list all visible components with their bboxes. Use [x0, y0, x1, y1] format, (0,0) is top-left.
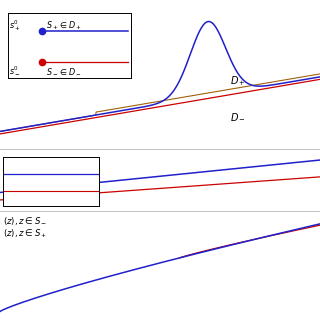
Text: $s^0_-$: $s^0_-$	[9, 65, 20, 77]
Text: $S_+ \in D_+$: $S_+ \in D_+$	[46, 20, 82, 32]
Text: $s^0_+$: $s^0_+$	[9, 18, 21, 33]
Text: $S_- \in D_-$: $S_- \in D_-$	[46, 66, 82, 76]
Text: $D_+$: $D_+$	[230, 74, 246, 88]
Text: $(z), z \in S_+$: $(z), z \in S_+$	[3, 228, 47, 240]
Text: $(z), z \in S_-$: $(z), z \in S_-$	[3, 215, 47, 227]
Text: $D_-$: $D_-$	[230, 112, 246, 122]
